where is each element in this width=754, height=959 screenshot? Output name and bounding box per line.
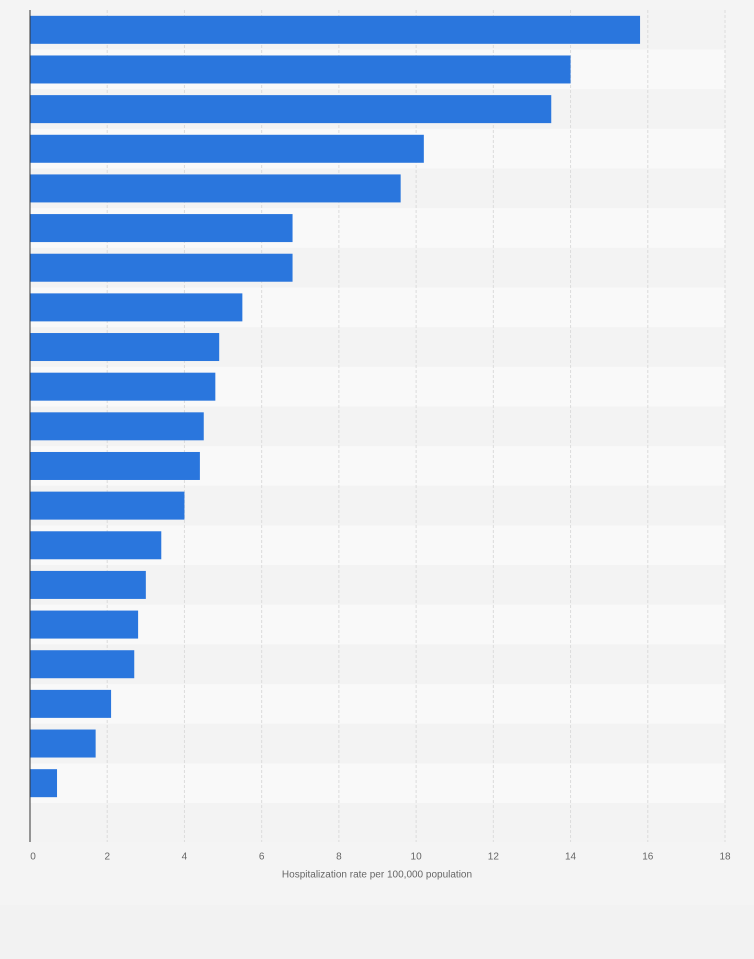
x-tick-label: 4 — [182, 852, 188, 863]
bar — [30, 570, 146, 599]
bar — [30, 134, 424, 163]
x-axis-label: Hospitalization rate per 100,000 populat… — [282, 870, 472, 881]
bar — [30, 55, 571, 84]
bar — [30, 293, 243, 322]
bar — [30, 95, 552, 124]
x-tick-label: 12 — [488, 852, 500, 863]
bar — [30, 531, 162, 560]
row-stripe — [30, 723, 725, 764]
bar — [30, 15, 641, 44]
bar — [30, 372, 216, 401]
x-tick-label: 18 — [719, 852, 731, 863]
bar — [30, 253, 293, 282]
bar — [30, 689, 112, 718]
row-stripe — [30, 803, 725, 842]
x-tick-label: 10 — [411, 852, 423, 863]
row-stripe — [30, 644, 725, 685]
bar — [30, 729, 96, 758]
x-tick-label: 0 — [30, 852, 36, 863]
footer-band — [0, 905, 754, 959]
x-tick-label: 14 — [565, 852, 577, 863]
bar — [30, 333, 220, 362]
x-tick-label: 2 — [104, 852, 110, 863]
bar — [30, 412, 204, 441]
row-stripe — [30, 763, 725, 803]
bar — [30, 491, 185, 520]
row-stripe — [30, 604, 725, 645]
bar — [30, 650, 135, 679]
x-tick-label: 6 — [259, 852, 265, 863]
x-tick-label: 8 — [336, 852, 342, 863]
bar — [30, 451, 200, 480]
bar — [30, 610, 139, 639]
x-tick-label: 16 — [642, 852, 654, 863]
bar — [30, 769, 58, 798]
row-stripe — [30, 684, 725, 724]
bar — [30, 174, 401, 203]
bar — [30, 214, 293, 243]
